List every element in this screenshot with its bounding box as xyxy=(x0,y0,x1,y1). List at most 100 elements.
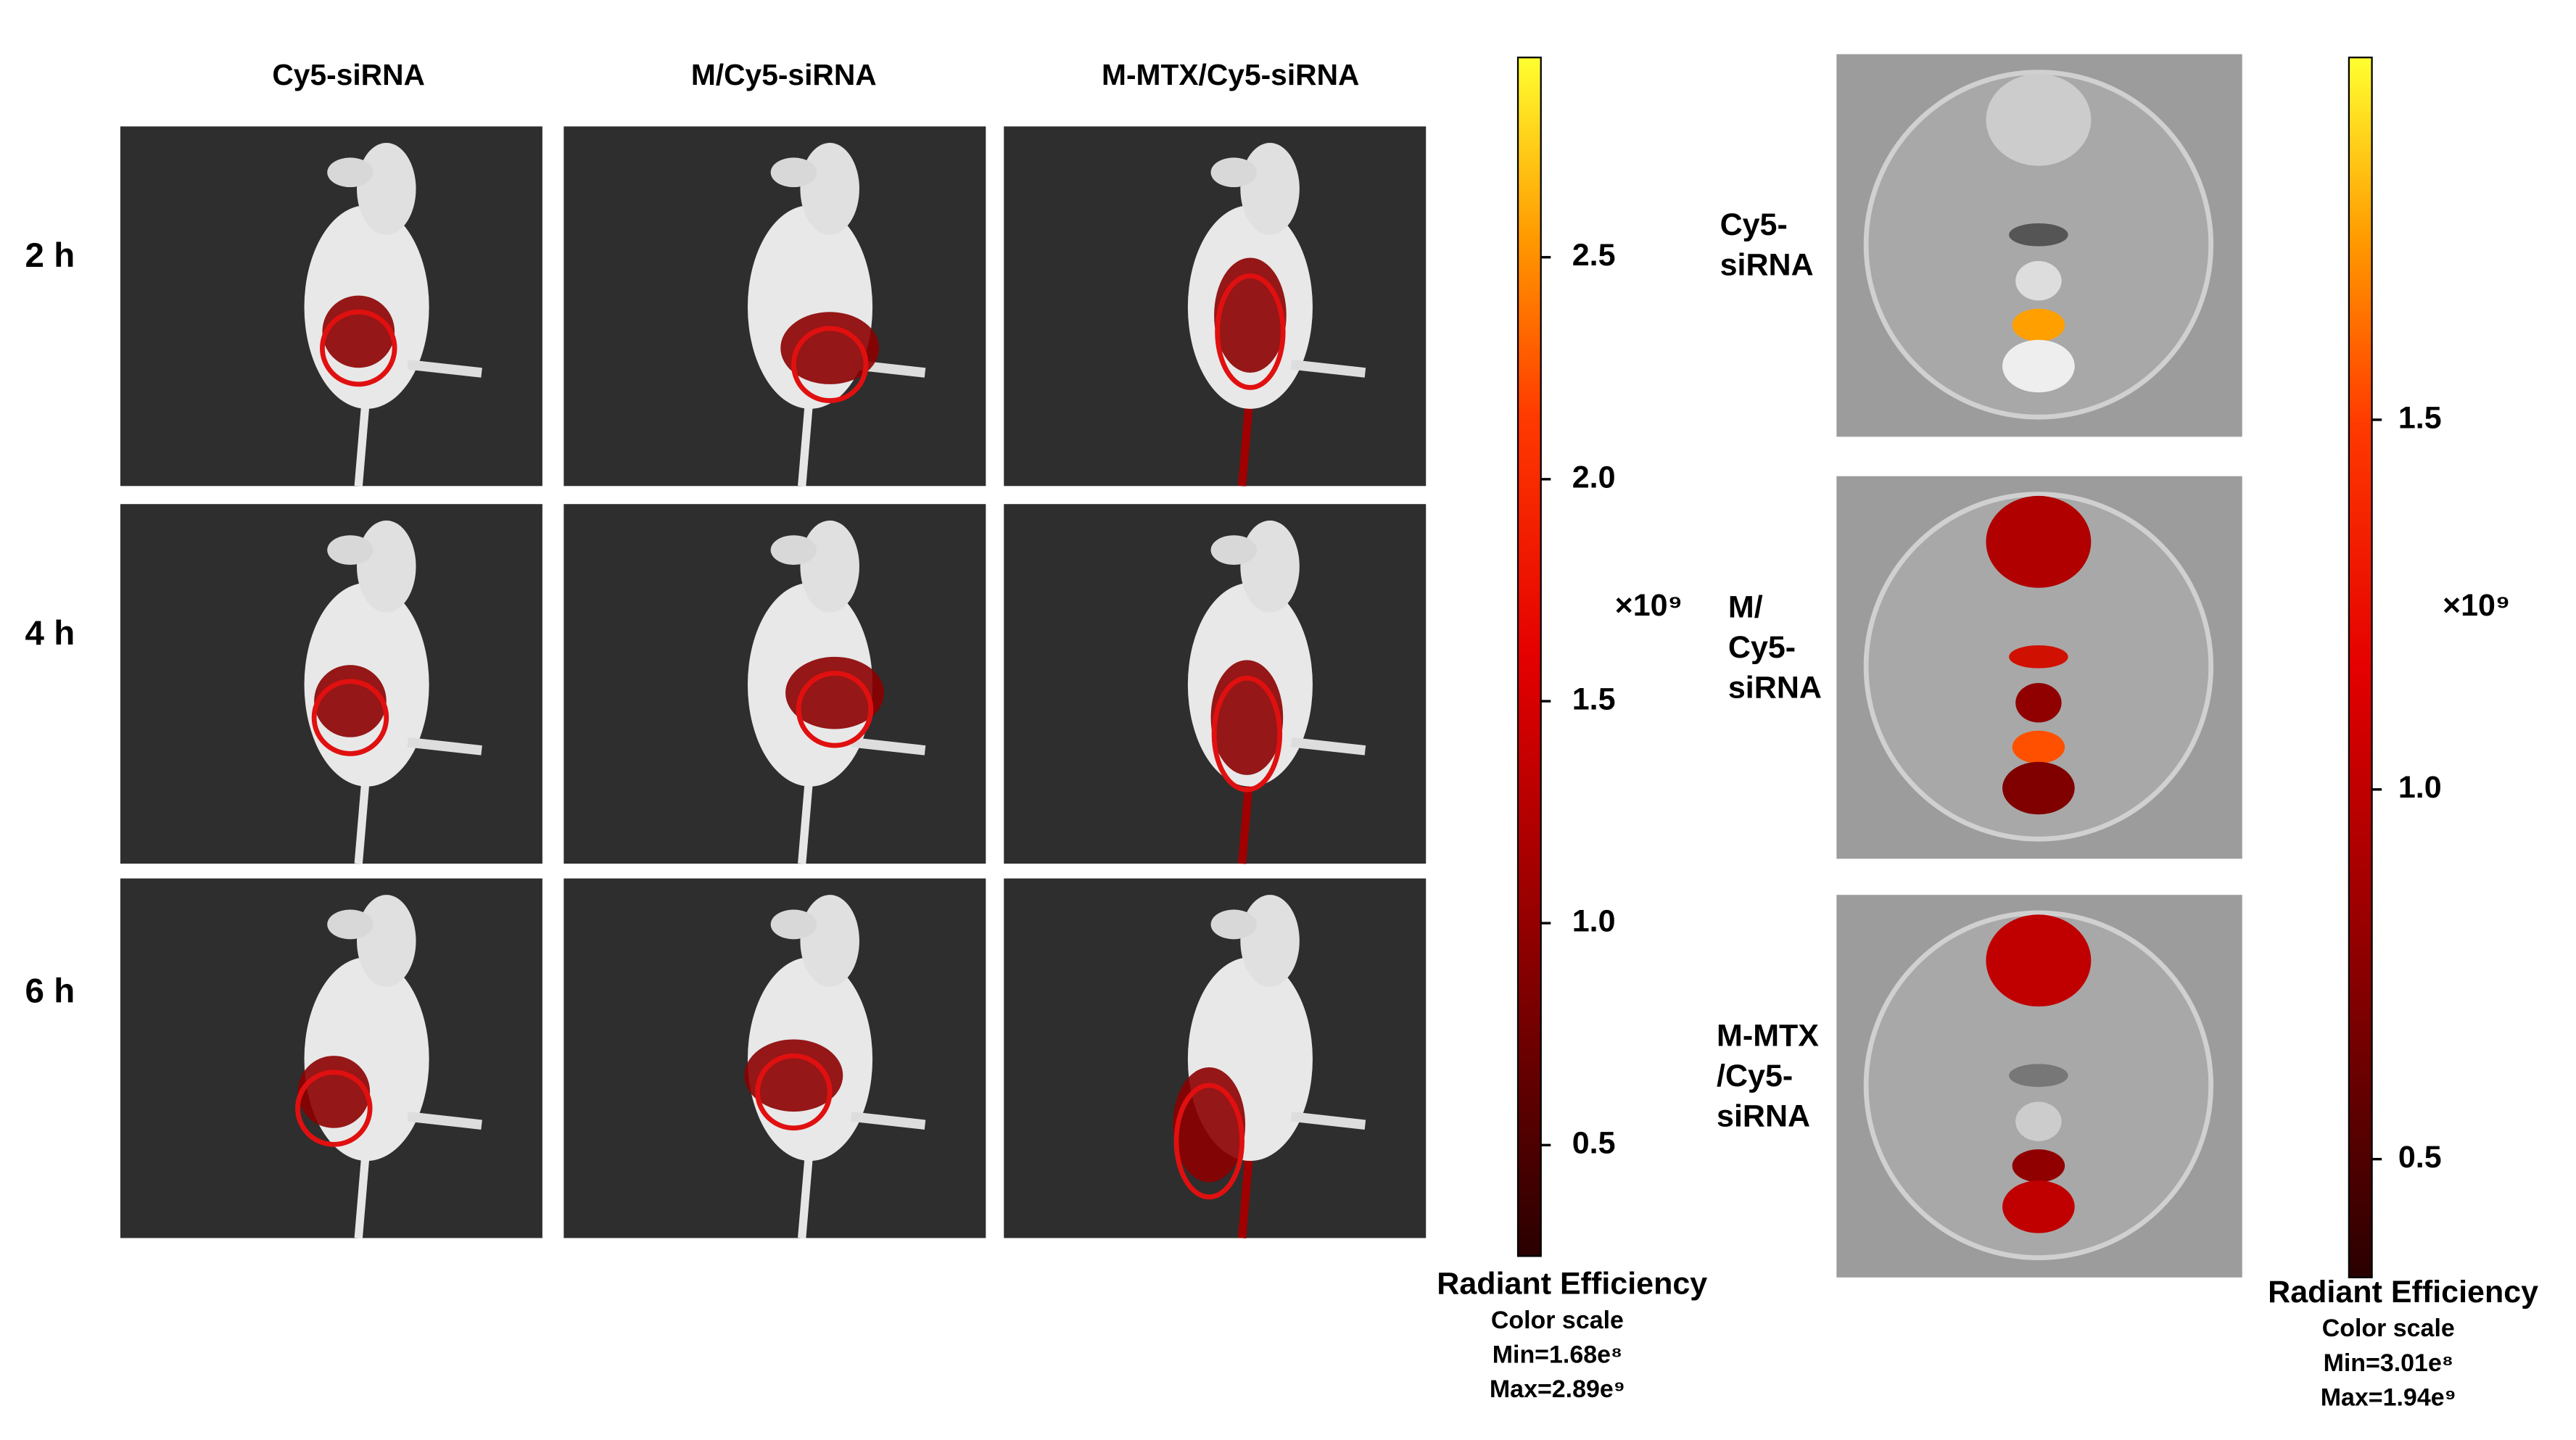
mouse-leg xyxy=(1290,1112,1366,1130)
organ-label: siRNA xyxy=(1717,1099,1810,1134)
organ-label: Cy5- xyxy=(1720,207,1788,242)
mouse-leg xyxy=(1290,359,1366,378)
organ xyxy=(2002,761,2075,815)
colorbar-min: Min=1.68e⁸ xyxy=(1493,1341,1622,1368)
colorbar-subtitle: Color scale xyxy=(2322,1315,2455,1342)
organ-label: siRNA xyxy=(1720,247,1814,282)
mouse-ear xyxy=(770,909,817,940)
mouse-ear xyxy=(1210,535,1257,566)
colorbar xyxy=(1516,57,1542,1257)
mouse-head xyxy=(800,520,859,613)
mouse-image xyxy=(564,504,986,864)
colorbar-min: Min=3.01e⁸ xyxy=(2324,1349,2453,1377)
mouse-ear xyxy=(327,909,373,940)
mouse-image xyxy=(564,126,986,487)
colorbar-exponent: ×10⁹ xyxy=(1615,588,1683,623)
organ xyxy=(1986,495,2092,588)
roi-circle xyxy=(796,671,874,748)
roi-circle xyxy=(1211,675,1283,793)
mouse-ear xyxy=(1210,157,1257,188)
roi-circle xyxy=(755,1053,833,1131)
colorbar-tick-label: 2.0 xyxy=(1572,460,1616,495)
mouse-head xyxy=(1240,895,1300,987)
mouse-head xyxy=(357,895,416,987)
mouse-image xyxy=(1004,126,1427,487)
colorbar-title: Radiant Efficiency xyxy=(2268,1275,2538,1309)
mouse-ear xyxy=(327,157,373,188)
roi-circle xyxy=(1173,1083,1244,1200)
mouse-image xyxy=(120,878,542,1238)
roi-circle xyxy=(295,1069,373,1147)
mouse-head xyxy=(357,143,416,235)
mouse-leg xyxy=(407,737,482,756)
mouse-ear xyxy=(770,535,817,566)
organ xyxy=(2009,1064,2068,1088)
mouse-leg xyxy=(407,1112,482,1130)
mouse-image xyxy=(1004,504,1427,864)
colorbar-tick-label: 0.5 xyxy=(1572,1126,1616,1161)
colorbar-tick-label: 1.5 xyxy=(1572,682,1616,716)
colorbar-tick-label: 1.5 xyxy=(2398,400,2442,435)
organ xyxy=(2012,308,2065,342)
mouse-head xyxy=(1240,520,1300,613)
organ xyxy=(2009,645,2068,669)
mouse-leg xyxy=(1290,737,1366,756)
colorbar-tick-label: 0.5 xyxy=(2398,1140,2442,1175)
mouse-ear xyxy=(770,157,817,188)
organ xyxy=(2012,730,2065,764)
organ xyxy=(2015,1101,2062,1141)
colorbar xyxy=(2348,57,2373,1278)
signal-area xyxy=(314,665,387,737)
mouse-ear xyxy=(1210,909,1257,940)
mouse-image xyxy=(120,504,542,864)
organ xyxy=(2015,261,2062,301)
column-header: Cy5-siRNA xyxy=(272,58,425,91)
organ xyxy=(2009,223,2068,247)
organ xyxy=(1986,914,2092,1007)
roi-circle xyxy=(790,326,869,403)
mouse-image xyxy=(1004,878,1427,1238)
organ-label: Cy5- xyxy=(1728,630,1796,665)
signal-area xyxy=(744,1039,843,1112)
organ xyxy=(2012,1149,2065,1183)
organ-label: M-MTX xyxy=(1717,1019,1819,1054)
colorbar-max: Max=2.89e⁹ xyxy=(1490,1375,1625,1403)
row-label: 6 h xyxy=(25,972,75,1011)
column-header: M/Cy5-siRNA xyxy=(691,58,877,91)
roi-circle xyxy=(311,679,389,756)
mouse-head xyxy=(357,520,416,613)
mouse-leg xyxy=(407,359,482,378)
mouse-image xyxy=(564,878,986,1238)
colorbar-subtitle: Color scale xyxy=(1491,1307,1624,1334)
signal-area xyxy=(780,312,880,384)
mouse-image xyxy=(120,126,542,487)
colorbar-tick-label: 1.0 xyxy=(1572,904,1616,939)
signal-area xyxy=(297,1056,371,1128)
row-label: 2 h xyxy=(25,236,75,275)
colorbar-exponent: ×10⁹ xyxy=(2443,588,2510,623)
organ xyxy=(1986,73,2092,166)
organ-image xyxy=(1836,54,2242,437)
organ-image xyxy=(1836,476,2242,859)
row-label: 4 h xyxy=(25,614,75,653)
organ-label: /Cy5- xyxy=(1717,1059,1793,1093)
mouse-head xyxy=(800,895,859,987)
organ xyxy=(2002,1180,2075,1233)
mouse-ear xyxy=(327,535,373,566)
organ xyxy=(2015,683,2062,723)
signal-area xyxy=(322,295,395,368)
mouse-head xyxy=(800,143,859,235)
organ-label: siRNA xyxy=(1728,670,1822,705)
mouse-leg xyxy=(850,737,926,756)
roi-circle xyxy=(320,309,397,387)
colorbar-tick-label: 2.5 xyxy=(1572,238,1616,273)
signal-area xyxy=(785,656,884,729)
mouse-head xyxy=(1240,143,1300,235)
organ xyxy=(2002,339,2075,393)
colorbar-title: Radiant Efficiency xyxy=(1437,1266,1707,1301)
colorbar-max: Max=1.94e⁹ xyxy=(2321,1383,2456,1411)
mouse-leg xyxy=(850,1112,926,1130)
organ-label: M/ xyxy=(1728,590,1763,625)
